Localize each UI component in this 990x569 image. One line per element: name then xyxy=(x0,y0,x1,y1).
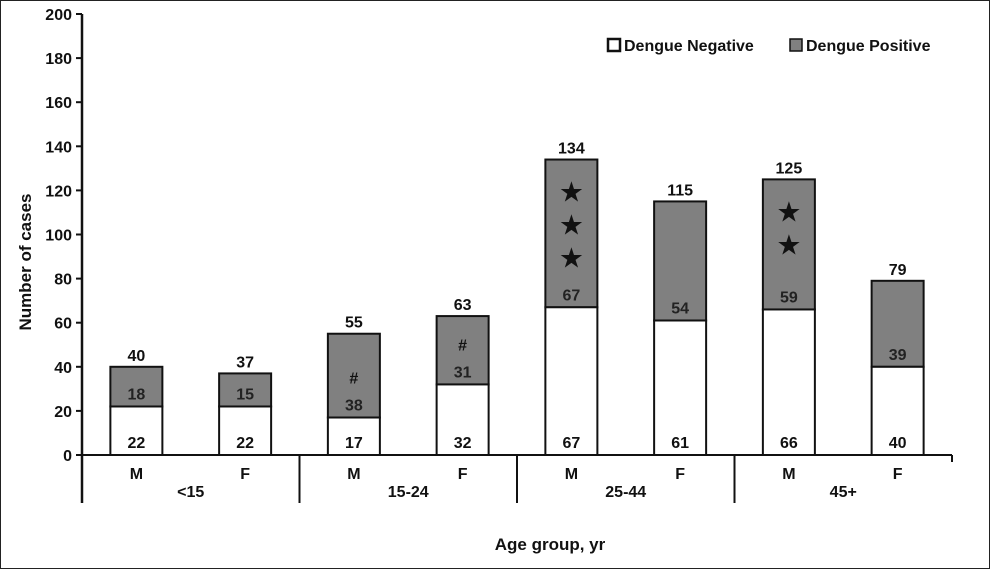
category-label: M xyxy=(565,466,578,483)
y-tick-label: 200 xyxy=(45,7,72,24)
star-marker: ★ xyxy=(559,176,584,209)
positive-value-label: 59 xyxy=(780,289,798,306)
positive-value-label: 54 xyxy=(671,300,689,317)
bar-positive xyxy=(218,372,273,408)
total-value-label: 40 xyxy=(127,348,145,365)
positive-value-label: 39 xyxy=(889,347,907,364)
labels-layer: 0 20 40 60 80 100 120 140 160 180 200 <15 15-24 25-44… xyxy=(45,7,906,501)
total-value-label: 115 xyxy=(667,182,693,199)
group-label: 15-24 xyxy=(388,484,429,501)
positive-value-label: 67 xyxy=(562,287,580,304)
y-tick-label: 0 xyxy=(63,448,72,465)
bar-negative xyxy=(326,416,381,457)
group-label: 45+ xyxy=(830,484,857,501)
negative-value-label: 17 xyxy=(345,435,363,452)
y-tick-label: 120 xyxy=(45,183,72,200)
x-axis-title: Age group, yr xyxy=(495,535,606,554)
positive-value-label: 38 xyxy=(345,398,363,415)
total-value-label: 63 xyxy=(454,297,472,314)
group-label: 25-44 xyxy=(605,484,646,501)
hash-marker: # xyxy=(349,371,358,388)
bar-positive xyxy=(761,178,816,311)
negative-value-label: 32 xyxy=(454,435,472,452)
negative-value-label: 66 xyxy=(780,435,798,452)
y-tick-label: 100 xyxy=(45,228,72,245)
negative-value-label: 67 xyxy=(562,435,580,452)
total-value-label: 37 xyxy=(236,354,254,371)
total-value-label: 79 xyxy=(889,262,907,279)
bar-negative xyxy=(435,383,490,456)
legend: Dengue Negative Dengue Positive xyxy=(606,37,931,55)
bar-negative xyxy=(653,319,708,456)
legend-swatch-positive xyxy=(789,38,803,52)
legend-swatch-negative xyxy=(606,37,622,53)
category-label: F xyxy=(240,466,250,483)
y-tick-label: 140 xyxy=(45,139,72,156)
positive-value-label: 15 xyxy=(236,386,254,403)
category-label: F xyxy=(675,466,685,483)
bar-negative xyxy=(870,365,925,456)
star-marker: ★ xyxy=(776,195,801,228)
bar-positive xyxy=(109,365,164,408)
y-tick-label: 60 xyxy=(54,316,72,333)
star-marker: ★ xyxy=(776,228,801,261)
negative-value-label: 22 xyxy=(127,435,145,452)
category-label: F xyxy=(893,466,903,483)
y-tick-label: 40 xyxy=(54,360,72,377)
category-label: M xyxy=(347,466,360,483)
y-tick-label: 80 xyxy=(54,272,72,289)
positive-value-label: 31 xyxy=(454,364,472,381)
total-value-label: 134 xyxy=(558,141,585,158)
bar-negative xyxy=(761,308,816,456)
bar-negative xyxy=(218,405,273,456)
bar-negative xyxy=(109,405,164,456)
bar-positive xyxy=(870,279,925,368)
y-tick-label: 160 xyxy=(45,95,72,112)
y-tick-label: 20 xyxy=(54,404,72,421)
positive-value-label: 18 xyxy=(127,386,145,403)
category-label: M xyxy=(130,466,143,483)
negative-value-label: 40 xyxy=(889,435,907,452)
total-value-label: 55 xyxy=(345,315,363,332)
negative-value-label: 61 xyxy=(671,435,689,452)
bar-positive xyxy=(326,332,381,419)
axes-layer xyxy=(76,13,953,503)
group-label: <15 xyxy=(177,484,204,501)
bar-negative xyxy=(544,306,599,457)
category-label: F xyxy=(458,466,468,483)
star-marker: ★ xyxy=(559,209,584,242)
category-label: M xyxy=(782,466,795,483)
y-axis-title: Number of cases xyxy=(16,194,35,331)
bar-positive xyxy=(435,315,490,386)
legend-label-negative: Dengue Negative xyxy=(624,38,754,55)
hash-marker: # xyxy=(458,337,467,354)
legend-label-positive: Dengue Positive xyxy=(806,38,931,55)
total-value-label: 125 xyxy=(776,160,803,177)
star-marker: ★ xyxy=(559,242,584,275)
bar-positive xyxy=(653,200,708,322)
bars-layer xyxy=(109,158,925,457)
y-tick-label: 180 xyxy=(45,51,72,68)
negative-value-label: 22 xyxy=(236,435,254,452)
